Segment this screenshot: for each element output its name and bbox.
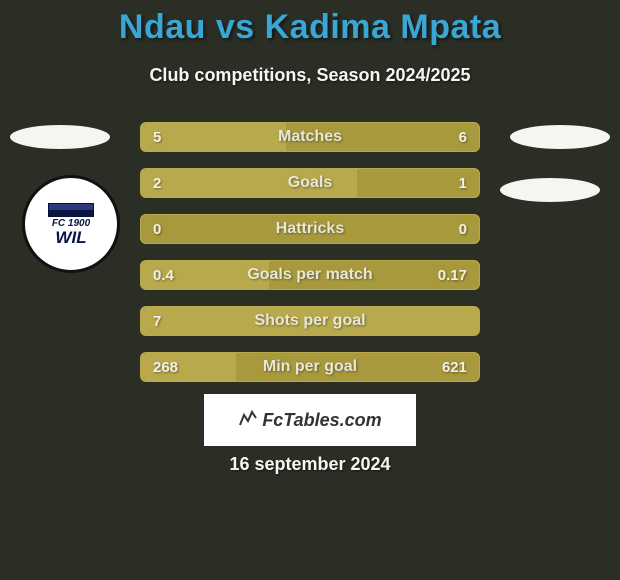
brand-icon [238, 409, 258, 432]
brand-box: FcTables.com [204, 394, 416, 446]
comparison-chart: 5Matches6 2Goals1 0Hattricks0 0.4Goals per … [140, 122, 480, 398]
page-title: Ndau vs Kadima Mpata [0, 0, 620, 47]
badge-line1: FC 1900 [52, 218, 90, 229]
stat-label: Shots per goal [141, 307, 479, 335]
stat-row: 0Hattricks0 [140, 214, 480, 244]
team-right-marker [510, 125, 610, 149]
badge-line2: WIL [55, 229, 86, 246]
date-text: 16 september 2024 [0, 454, 620, 475]
stat-label: Goals [141, 169, 479, 197]
stat-value-right: 621 [442, 353, 467, 381]
subtitle: Club competitions, Season 2024/2025 [0, 65, 620, 86]
stat-row: 0.4Goals per match0.17 [140, 260, 480, 290]
stat-row: 7Shots per goal [140, 306, 480, 336]
stat-value-right: 6 [459, 123, 467, 151]
stat-label: Goals per match [141, 261, 479, 289]
team-left-marker [10, 125, 110, 149]
stat-row: 268Min per goal621 [140, 352, 480, 382]
stat-row: 2Goals1 [140, 168, 480, 198]
club-badge: FC 1900 WIL [22, 175, 120, 273]
stat-value-right: 0 [459, 215, 467, 243]
brand-text: FcTables.com [262, 410, 381, 431]
stat-value-right: 0.17 [438, 261, 467, 289]
stat-label: Hattricks [141, 215, 479, 243]
stat-label: Matches [141, 123, 479, 151]
stat-row: 5Matches6 [140, 122, 480, 152]
stat-label: Min per goal [141, 353, 479, 381]
team-right-marker-2 [500, 178, 600, 202]
badge-swoosh [48, 203, 94, 217]
stat-value-right: 1 [459, 169, 467, 197]
